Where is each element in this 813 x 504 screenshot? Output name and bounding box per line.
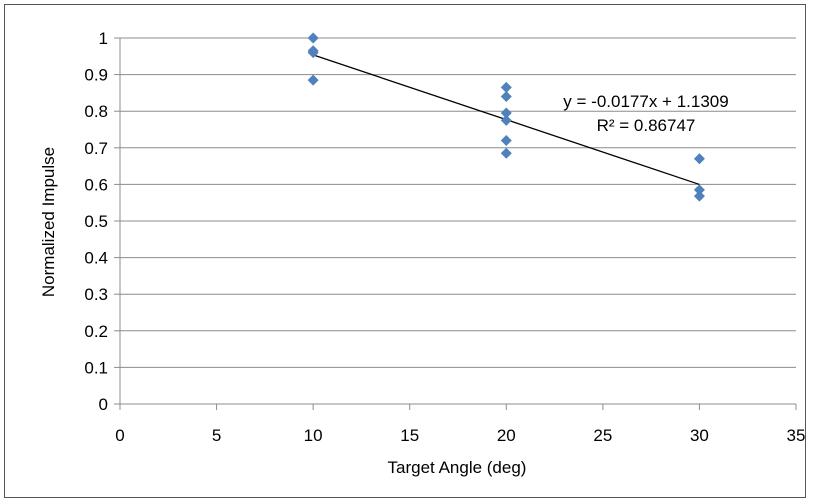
data-point <box>307 74 319 86</box>
trendline-equation: y = -0.0177x + 1.1309 <box>563 92 728 111</box>
data-point <box>693 153 705 165</box>
x-tick-label: 30 <box>690 426 709 445</box>
y-tick-label: 0.7 <box>84 139 108 158</box>
x-tick-label: 15 <box>400 426 419 445</box>
data-point <box>307 47 319 59</box>
y-tick-label: 0.3 <box>84 285 108 304</box>
data-point <box>693 184 705 196</box>
y-tick-label: 0.9 <box>84 66 108 85</box>
y-tick-label: 0.6 <box>84 175 108 194</box>
x-tick-label: 20 <box>497 426 516 445</box>
data-points <box>307 32 705 202</box>
y-tick-label: 0 <box>99 395 108 414</box>
y-tick-label: 0.2 <box>84 322 108 341</box>
data-point <box>500 147 512 159</box>
gridlines <box>120 37 796 368</box>
x-axis-title: Target Angle (deg) <box>388 458 527 477</box>
y-axis-title: Normalized Impulse <box>39 147 58 297</box>
x-tick-label: 5 <box>212 426 221 445</box>
data-point <box>500 91 512 103</box>
x-tick-label: 35 <box>787 426 806 445</box>
data-point <box>500 81 512 93</box>
y-tick-label: 0.8 <box>84 102 108 121</box>
data-point <box>500 107 512 119</box>
y-tick-label: 1 <box>99 29 108 48</box>
y-tick-label: 0.4 <box>84 249 108 268</box>
axes <box>114 37 797 410</box>
x-tick-label: 10 <box>304 426 323 445</box>
y-tick-labels: 0 0.1 0.2 0.3 0.4 0.5 0.6 0.7 0.8 0.9 1 <box>84 29 108 414</box>
data-point <box>307 32 319 44</box>
data-point <box>500 114 512 126</box>
trendline-r-squared: R² = 0.86747 <box>597 116 696 135</box>
x-tick-labels: 0 5 10 15 20 25 30 35 <box>115 426 805 445</box>
x-tick-label: 25 <box>593 426 612 445</box>
y-tick-label: 0.1 <box>84 358 108 377</box>
data-point <box>500 134 512 146</box>
data-point <box>693 190 705 202</box>
y-tick-label: 0.5 <box>84 212 108 231</box>
x-tick-label: 0 <box>115 426 124 445</box>
